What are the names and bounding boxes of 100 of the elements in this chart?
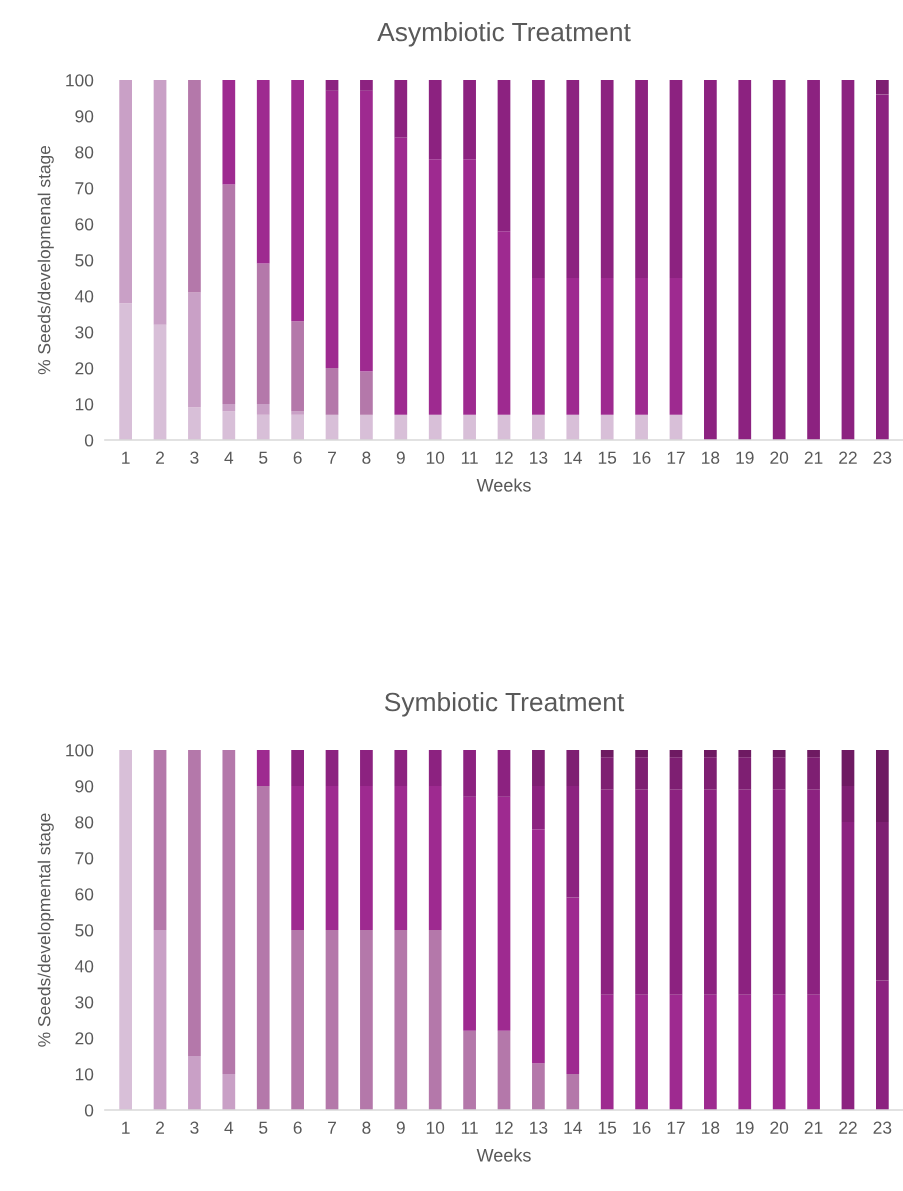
x-tick-label: 3 (190, 1121, 199, 1134)
bar (188, 292, 201, 408)
bar (291, 414, 304, 440)
chart-title: Asymbiotic Treatment (377, 21, 631, 47)
bar (360, 750, 373, 786)
bar (807, 789, 820, 995)
bar (600, 414, 614, 440)
y-tick-label: 20 (75, 362, 94, 375)
bar (669, 757, 683, 790)
bar (566, 414, 580, 440)
bar (222, 1074, 236, 1110)
x-tick-label: 19 (736, 451, 754, 464)
bar (807, 750, 820, 758)
bar (325, 750, 339, 786)
bar (532, 414, 545, 440)
bar (566, 278, 580, 415)
x-tick-label: 21 (804, 451, 823, 464)
x-tick-label: 5 (259, 1121, 268, 1134)
bar (876, 94, 889, 440)
x-tick-label: 2 (156, 451, 164, 464)
bar (738, 994, 752, 1110)
bar (566, 786, 580, 898)
x-tick-label: 15 (598, 1121, 617, 1134)
bar (635, 994, 648, 1110)
x-axis-title: Weeks (476, 1148, 531, 1162)
y-tick-label: 80 (75, 146, 94, 159)
x-tick-label: 17 (667, 1121, 685, 1134)
bar (463, 796, 476, 1031)
bar (222, 404, 236, 412)
bar (566, 80, 580, 278)
bar (841, 750, 855, 786)
x-tick-label: 7 (328, 1121, 336, 1134)
bar (497, 1030, 511, 1110)
x-tick-label: 6 (293, 451, 302, 464)
x-tick-label: 15 (598, 451, 617, 464)
bar (704, 750, 717, 758)
bar (153, 750, 167, 930)
x-tick-label: 19 (736, 1121, 754, 1134)
x-tick-label: 9 (396, 1121, 405, 1134)
x-tick-label: 18 (702, 1121, 720, 1134)
x-tick-label: 17 (667, 451, 685, 464)
bar (772, 80, 786, 440)
chart-title: Symbiotic Treatment (384, 691, 625, 717)
bar (876, 980, 889, 1110)
bar (704, 994, 717, 1110)
x-tick-label: 22 (839, 451, 857, 464)
bar (669, 80, 683, 278)
bar (256, 80, 270, 264)
bar (532, 1063, 545, 1110)
y-tick-label: 50 (75, 254, 94, 267)
bar (291, 80, 304, 322)
x-tick-label: 13 (530, 451, 548, 464)
bar (738, 80, 752, 440)
x-tick-label: 18 (702, 451, 720, 464)
x-axis-title: Weeks (476, 478, 531, 492)
bar (772, 750, 786, 758)
bar (669, 278, 683, 415)
bar (532, 829, 545, 1064)
bar (566, 897, 580, 1074)
bar (360, 80, 373, 91)
x-tick-label: 8 (362, 451, 371, 464)
bar (704, 757, 717, 790)
y-tick-label: 70 (75, 182, 94, 195)
bar (325, 80, 339, 91)
y-tick-label: 100 (66, 74, 94, 87)
bar (738, 750, 752, 758)
bar (291, 930, 304, 1110)
x-tick-label: 23 (873, 1121, 892, 1134)
bar (119, 80, 132, 304)
y-tick-label: 10 (75, 398, 94, 411)
bar (153, 930, 167, 1110)
bar (635, 278, 648, 415)
bar (291, 321, 304, 412)
bar (635, 789, 648, 995)
bar (291, 750, 304, 786)
x-tick-label: 10 (426, 451, 445, 464)
y-tick-label: 70 (75, 852, 94, 865)
bar (876, 80, 889, 95)
bar (463, 80, 476, 160)
y-tick-label: 0 (84, 434, 94, 447)
bar (325, 414, 339, 440)
bar (428, 159, 442, 415)
bar (360, 414, 373, 440)
y-tick-label: 60 (75, 888, 94, 901)
bar (428, 786, 442, 930)
bar (635, 750, 648, 758)
bar (119, 303, 132, 440)
bar (428, 750, 442, 786)
bar (188, 80, 201, 293)
bar (772, 994, 786, 1110)
bar (497, 796, 511, 1031)
bar (394, 414, 408, 440)
y-tick-label: 30 (75, 326, 94, 339)
bar (222, 80, 236, 185)
x-tick-label: 12 (495, 451, 513, 464)
y-tick-label: 10 (75, 1068, 94, 1081)
bar (222, 411, 236, 440)
x-tick-label: 13 (530, 1121, 548, 1134)
bar (669, 789, 683, 995)
bar (188, 1056, 201, 1110)
